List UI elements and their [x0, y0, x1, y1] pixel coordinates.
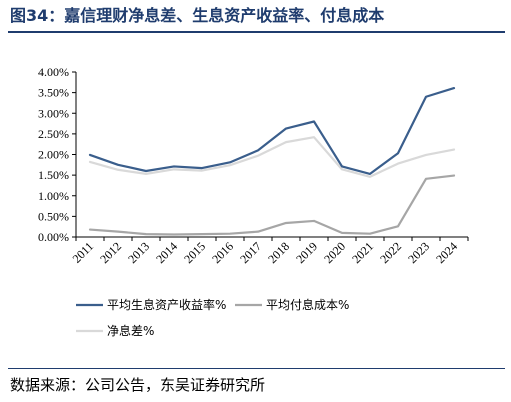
y-tick-label: 0.50%	[38, 209, 69, 223]
y-tick-label: 2.00%	[38, 148, 69, 162]
legend: 平均生息资产收益率% 平均付息成本% 净息差%	[76, 297, 349, 338]
x-tick-label: 2021	[349, 239, 376, 266]
series-line-1	[88, 86, 456, 175]
x-tick-label: 2012	[97, 239, 124, 266]
source-divider	[8, 368, 505, 369]
title-divider	[8, 31, 505, 33]
source-note: 数据来源：公司公告，东吴证券研究所	[10, 376, 266, 394]
series-lines	[88, 86, 456, 236]
x-tick-label: 2014	[153, 239, 180, 266]
series-line-3	[88, 136, 456, 178]
x-tick-label: 2013	[125, 239, 152, 266]
figure-title: 图34：嘉信理财净息差、生息资产收益率、付息成本	[10, 6, 385, 25]
y-tick-label: 3.50%	[38, 86, 69, 100]
y-tick-label: 4.00%	[38, 65, 69, 79]
x-tick-label: 2023	[405, 239, 432, 266]
x-tick-label: 2020	[321, 239, 348, 266]
x-tick-label: 2019	[293, 239, 320, 266]
legend-label-2: 平均付息成本%	[266, 297, 349, 312]
y-tick-label: 1.00%	[38, 189, 69, 203]
x-tick-label: 2011	[70, 239, 97, 266]
x-tick-label: 2017	[237, 239, 264, 266]
legend-label-1: 平均生息资产收益率%	[107, 297, 226, 312]
y-axis: 0.00% 0.50% 1.00% 1.50% 2.00% 2.50% 3.00% 3.50%…	[38, 65, 77, 244]
x-tick-label: 2024	[433, 239, 460, 266]
x-tick-label: 2015	[181, 239, 208, 266]
y-tick-label: 2.50%	[38, 127, 69, 141]
x-tick-label: 2018	[265, 239, 292, 266]
legend-label-3: 净息差%	[107, 323, 154, 338]
line-chart: 0.00% 0.50% 1.00% 1.50% 2.00% 2.50% 3.00% 3.50%…	[38, 65, 469, 338]
x-tick-label: 2022	[377, 239, 404, 266]
y-tick-label: 0.00%	[38, 230, 69, 244]
series-line-2	[88, 174, 456, 236]
x-tick-label: 2016	[209, 239, 236, 266]
y-tick-label: 3.00%	[38, 106, 69, 120]
x-axis: 2011 2012 2013 2014 2015 2016 2017 2018 2019 2020…	[70, 236, 469, 266]
y-tick-label: 1.50%	[38, 168, 69, 182]
